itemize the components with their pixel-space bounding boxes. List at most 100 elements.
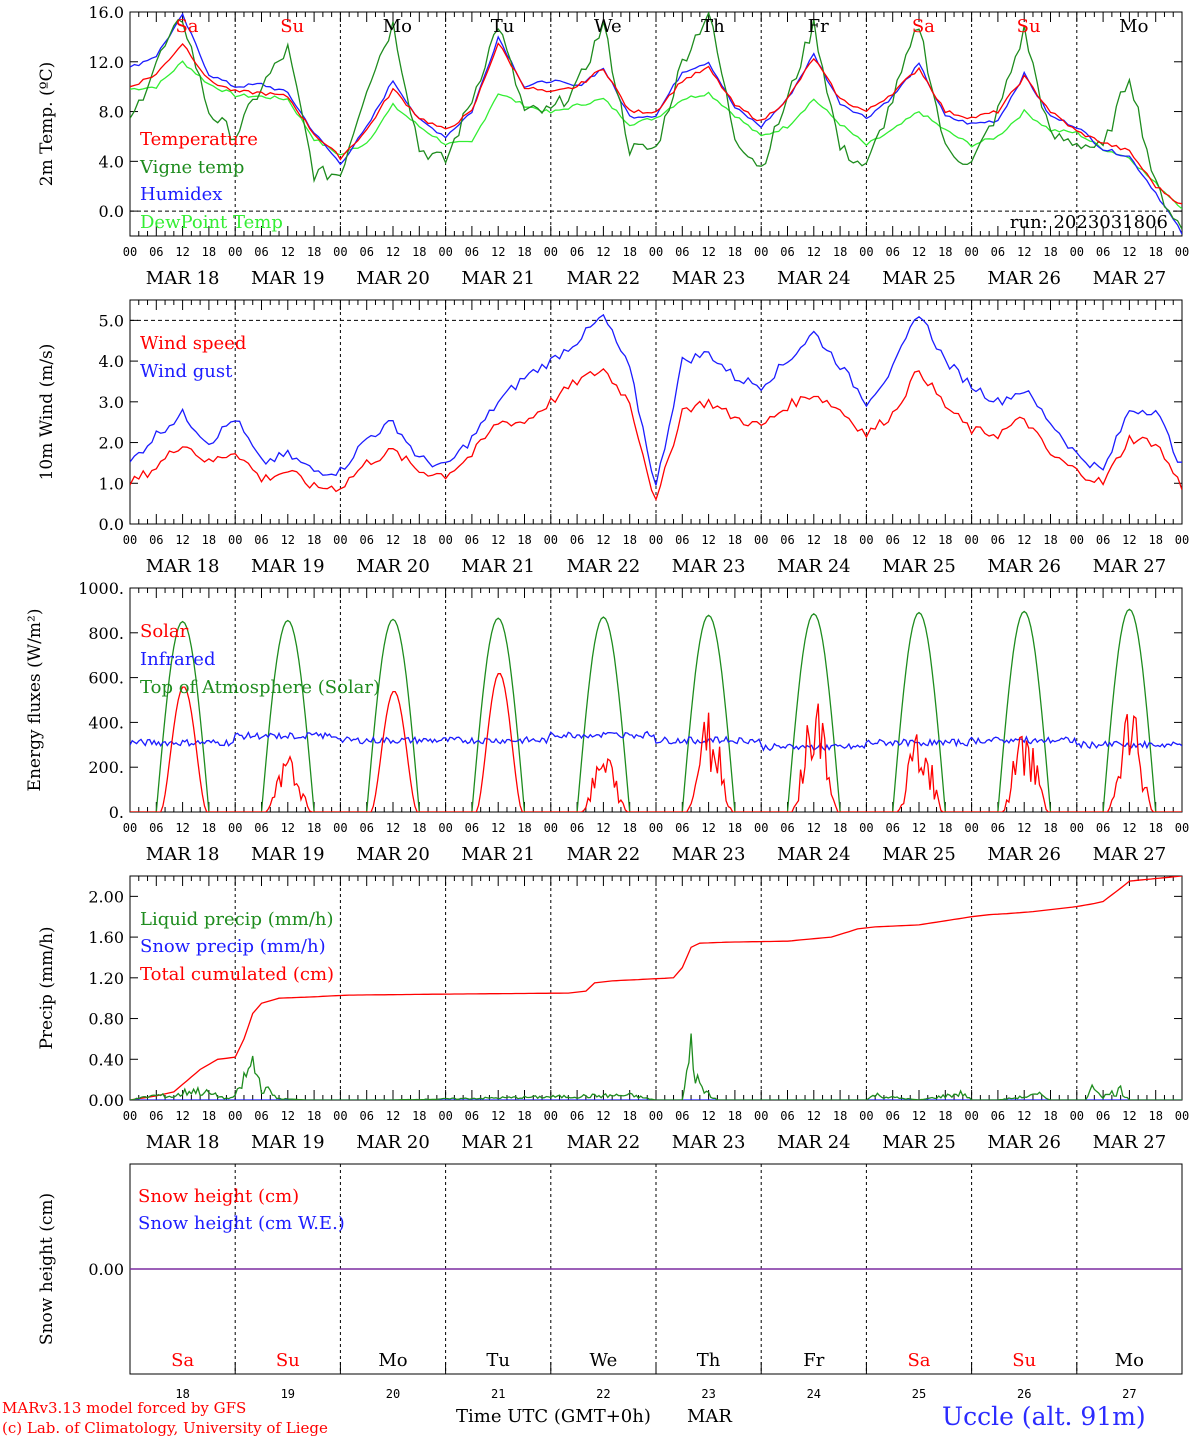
series-line [130,1033,1182,1100]
hour-label: 18 [202,1109,216,1123]
day-of-week-top: Fr [808,16,829,37]
hour-label: 00 [333,1109,347,1123]
hour-label: 12 [1017,533,1031,547]
day-of-week-bottom: We [590,1350,618,1371]
hour-label: 18 [412,1109,426,1123]
hour-label: 06 [254,821,268,835]
date-label: MAR 21 [461,844,535,865]
day-number: 24 [807,1387,821,1401]
hour-label: 00 [859,1109,873,1123]
hour-label: 12 [596,533,610,547]
date-label: MAR 27 [1093,556,1167,577]
hour-label: 12 [1122,533,1136,547]
hour-label: 00 [1175,533,1189,547]
hour-label: 18 [622,1109,636,1123]
hour-label: 12 [1017,245,1031,259]
hour-label: 06 [1096,1109,1110,1123]
hour-label: 06 [254,245,268,259]
hour-label: 18 [307,1109,321,1123]
day-of-week-bottom: Sa [907,1350,930,1371]
legend-entry: Temperature [140,129,258,150]
date-label: MAR 19 [251,844,325,865]
hour-label: 18 [1148,821,1162,835]
hour-label: 00 [123,533,137,547]
hour-label: 06 [885,245,899,259]
day-of-week-top: We [594,16,622,37]
legend-entry: Infrared [140,649,215,670]
hour-label: 00 [859,533,873,547]
date-label: MAR 23 [672,556,746,577]
hour-label: 12 [386,1109,400,1123]
hour-label: 00 [544,821,558,835]
hour-label: 00 [228,1109,242,1123]
day-number: 26 [1017,1387,1031,1401]
hour-label: 18 [307,821,321,835]
date-label: MAR 26 [987,844,1061,865]
hour-label: 18 [412,821,426,835]
hour-label: 18 [1148,1109,1162,1123]
legend-entry: Vigne temp [139,157,244,178]
y-tick-label: 1.60 [88,928,124,947]
series-solar [130,673,1182,812]
legend-entry: Wind speed [140,333,246,354]
hour-label: 18 [1043,1109,1057,1123]
day-of-week-bottom: Su [1012,1350,1036,1371]
hour-label: 00 [438,1109,452,1123]
hour-label: 00 [123,245,137,259]
date-label: MAR 24 [777,844,851,865]
date-label: MAR 23 [672,1132,746,1153]
date-label: MAR 21 [461,556,535,577]
hour-label: 18 [833,533,847,547]
day-number: 27 [1122,1387,1136,1401]
date-label: MAR 25 [882,1132,956,1153]
hour-label: 12 [281,1109,295,1123]
hour-label: 00 [333,821,347,835]
day-of-week-top: Mo [383,16,412,37]
day-of-week-bottom: Su [276,1350,300,1371]
day-of-week-top: Su [280,16,304,37]
date-label: MAR 27 [1093,268,1167,289]
hour-label: 00 [228,821,242,835]
hour-label: 12 [701,1109,715,1123]
hour-label: 00 [754,245,768,259]
day-number: 22 [596,1387,610,1401]
hour-label: 18 [833,245,847,259]
hour-label: 00 [1175,821,1189,835]
day-of-week-top: Th [701,16,725,37]
y-tick-label: 0.0 [99,515,124,534]
legend-entry: Solar [140,621,189,642]
hour-label: 06 [465,1109,479,1123]
hour-label: 12 [1122,821,1136,835]
hour-label: 12 [491,821,505,835]
hour-label: 00 [859,821,873,835]
hour-label: 18 [728,533,742,547]
date-label: MAR 22 [567,1132,641,1153]
hour-label: 06 [570,821,584,835]
y-tick-label: 0.00 [88,1091,124,1110]
hour-label: 06 [465,821,479,835]
hour-label: 18 [622,245,636,259]
y-tick-label: 8.0 [99,103,124,122]
hour-label: 18 [307,533,321,547]
hour-label: 00 [123,821,137,835]
hour-label: 12 [281,533,295,547]
plot-area-2 [130,608,1182,812]
hour-label: 12 [491,533,505,547]
y-tick-label: 2.0 [99,434,124,453]
legend-entry: Total cumulated (cm) [140,964,334,985]
hour-label: 18 [412,533,426,547]
model-credit-2: (c) Lab. of Climatology, University of L… [2,1419,328,1437]
day-number: 21 [491,1387,505,1401]
hour-label: 18 [1043,821,1057,835]
date-label: MAR 20 [356,1132,430,1153]
date-label: MAR 22 [567,844,641,865]
hour-label: 18 [202,533,216,547]
day-number: 19 [281,1387,295,1401]
hour-label: 12 [175,1109,189,1123]
hour-label: 00 [228,533,242,547]
y-tick-label: 600. [88,669,124,688]
day-of-week-top: Tu [491,16,515,37]
date-label: MAR 22 [567,556,641,577]
hour-label: 06 [991,821,1005,835]
hour-label: 18 [833,821,847,835]
